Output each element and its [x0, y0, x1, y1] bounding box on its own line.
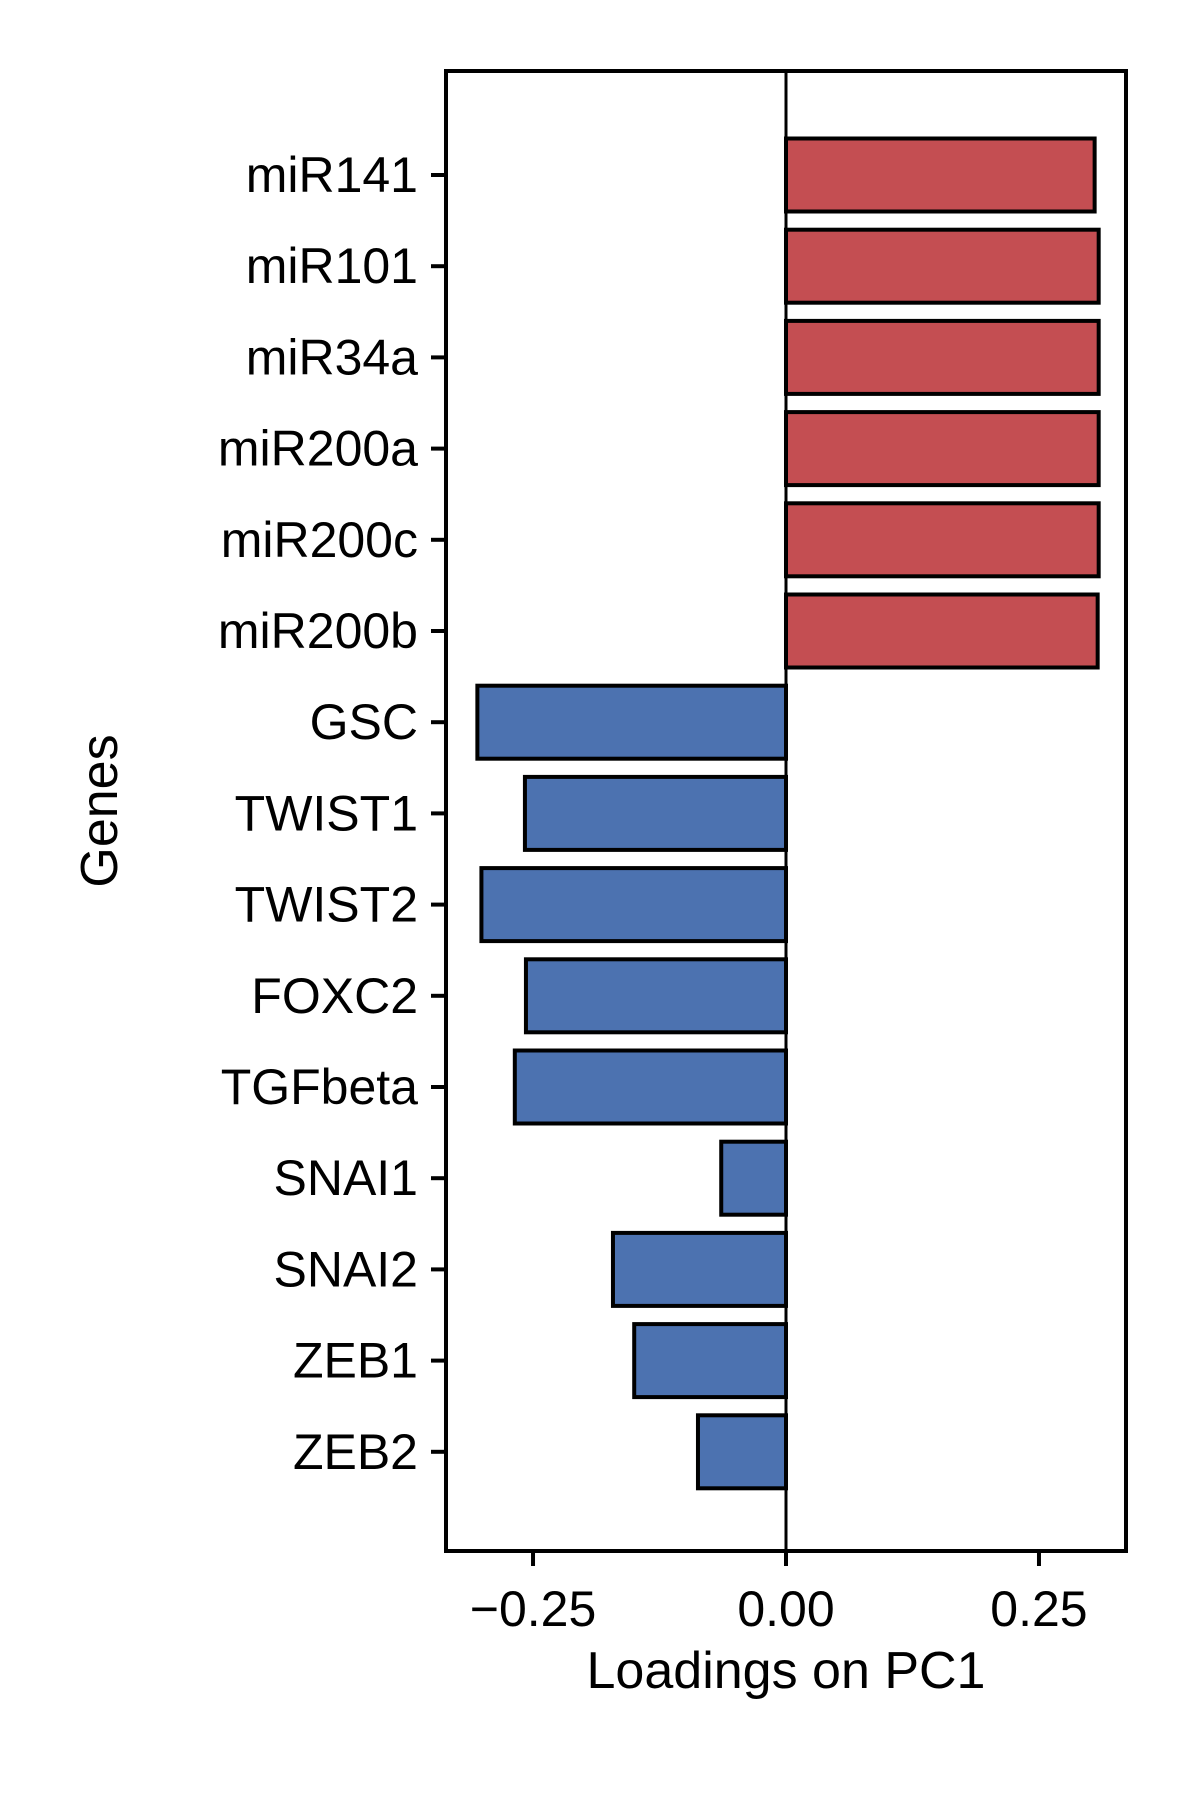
bars-layer: [475, 136, 1101, 1491]
y-tick-label-mir101: miR101: [246, 238, 418, 294]
y-tick-label-mir200a: miR200a: [218, 421, 418, 477]
y-tick-label-snai2: SNAI2: [273, 1241, 418, 1297]
y-axis: miR141 miR101 miR34a miR200a miR200c miR200b G…: [218, 147, 446, 1480]
y-tick-label-twist1: TWIST1: [235, 785, 418, 841]
bar-mir200b: [784, 592, 1100, 670]
bar-foxc2: [523, 957, 788, 1035]
y-tick-label-twist2: TWIST2: [235, 877, 418, 933]
y-axis-label: Genes: [71, 734, 129, 887]
y-tick-label-mir34a: miR34a: [246, 329, 418, 385]
bar-snai1: [719, 1139, 788, 1217]
y-tick-label-foxc2: FOXC2: [251, 968, 418, 1024]
y-tick-label-snai1: SNAI1: [273, 1150, 418, 1206]
y-tick-label-mir200c: miR200c: [221, 512, 418, 568]
x-tick-label: 0.00: [737, 1581, 834, 1637]
x-axis: −0.25 0.00 0.25: [470, 1551, 1088, 1637]
y-tick-label-tgfbeta: TGFbeta: [221, 1059, 418, 1115]
bar-tgfbeta: [512, 1048, 788, 1126]
y-tick-label-mir141: miR141: [246, 147, 418, 203]
y-tick-label-mir200b: miR200b: [218, 603, 418, 659]
bar-mir101: [784, 227, 1101, 305]
bar-twist2: [479, 866, 788, 944]
y-tick-label-gsc: GSC: [310, 694, 418, 750]
bar-zeb2: [695, 1413, 789, 1491]
x-tick-label: −0.25: [470, 1581, 597, 1637]
y-tick-label-zeb2: ZEB2: [293, 1424, 418, 1480]
x-axis-label: Loadings on PC1: [587, 1642, 986, 1700]
bar-mir200a: [784, 410, 1101, 488]
bar-snai2: [610, 1230, 789, 1308]
bar-gsc: [475, 683, 788, 761]
bar-twist1: [522, 774, 789, 852]
bar-mir200c: [784, 501, 1101, 579]
bar-mir141: [784, 136, 1097, 214]
bar-zeb1: [632, 1322, 789, 1400]
y-tick-label-zeb1: ZEB1: [293, 1333, 418, 1389]
x-tick-label: 0.25: [990, 1581, 1087, 1637]
bar-mir34a: [784, 318, 1101, 396]
